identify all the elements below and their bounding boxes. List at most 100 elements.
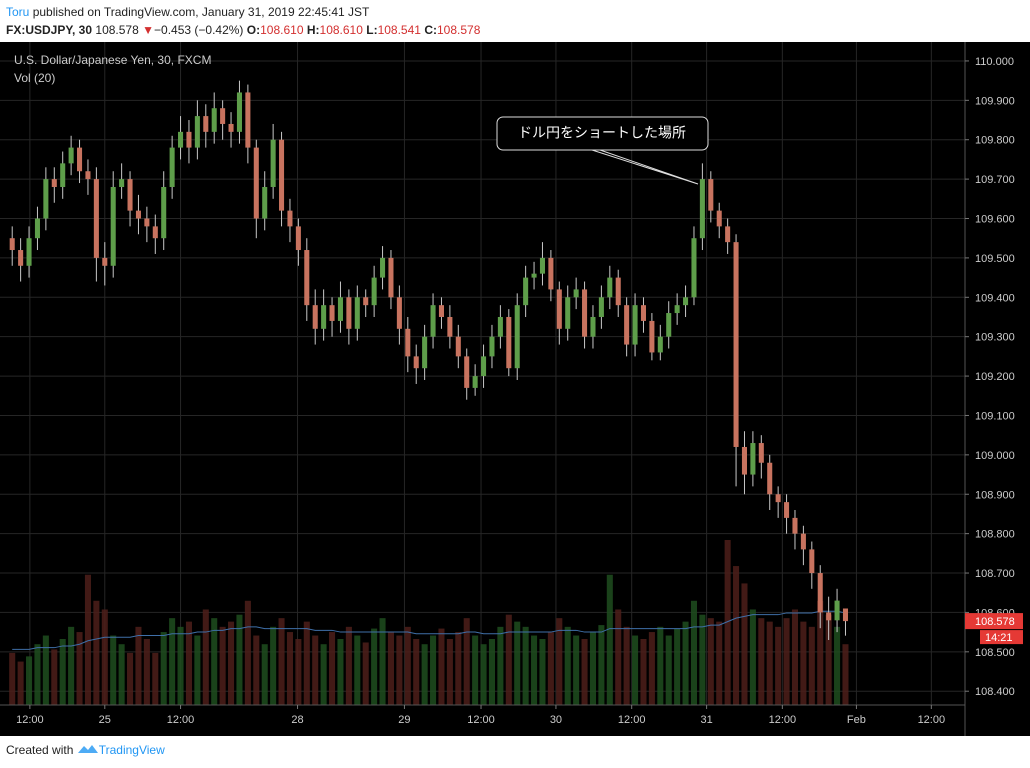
volume-bar bbox=[648, 632, 655, 705]
callout-pointer bbox=[591, 149, 699, 185]
y-tick-label: 108.400 bbox=[975, 686, 1015, 698]
countdown: 14:21 bbox=[985, 632, 1013, 644]
candle-body bbox=[279, 139, 285, 211]
candle-body bbox=[699, 179, 705, 239]
y-tick-label: 109.600 bbox=[975, 214, 1015, 226]
candle-body bbox=[312, 305, 318, 329]
candle-body bbox=[447, 316, 453, 337]
l-label: L: bbox=[366, 23, 378, 37]
volume-bar bbox=[749, 609, 756, 705]
volume-bar bbox=[455, 632, 462, 705]
volume-bar bbox=[42, 635, 49, 705]
countdown-box bbox=[980, 630, 1023, 645]
candle-body bbox=[346, 297, 352, 329]
volume-bar bbox=[758, 618, 765, 705]
x-tick-label: 12:00 bbox=[918, 714, 946, 726]
candle-body bbox=[68, 147, 74, 164]
volume-bar bbox=[623, 626, 630, 705]
volume-bar bbox=[270, 626, 277, 705]
volume-bar bbox=[430, 635, 437, 705]
candle-body bbox=[607, 277, 613, 298]
volume-bar bbox=[606, 574, 613, 705]
volume-bar bbox=[488, 639, 495, 705]
candle-body bbox=[708, 179, 714, 211]
candle-body bbox=[110, 186, 116, 266]
published: published on TradingView.com, January 31… bbox=[32, 5, 370, 19]
volume-bar bbox=[76, 632, 83, 705]
footer: Created with TradingView bbox=[6, 743, 165, 757]
annotation: ドル円をショートした場所 bbox=[518, 125, 686, 141]
candle-body bbox=[262, 186, 268, 219]
volume-bar bbox=[295, 639, 302, 705]
volume-bar bbox=[472, 635, 479, 705]
volume-bar bbox=[244, 600, 251, 705]
callout-box bbox=[496, 116, 709, 151]
symbol: FX:USDJPY, 30 bbox=[6, 23, 93, 37]
candle-body bbox=[396, 297, 402, 329]
volume-bar bbox=[127, 652, 134, 705]
volume-bar bbox=[741, 583, 748, 705]
candle-body bbox=[127, 179, 133, 211]
candle-body bbox=[632, 305, 638, 345]
candle-body bbox=[228, 123, 234, 132]
candle-body bbox=[178, 131, 184, 148]
volume-bar bbox=[446, 639, 453, 705]
o-label: O: bbox=[246, 23, 261, 37]
publish-line: Toru published on TradingView.com, Janua… bbox=[6, 5, 369, 19]
volume-bar bbox=[800, 621, 807, 705]
candle-body bbox=[691, 238, 697, 298]
volume-bar bbox=[253, 635, 260, 705]
volume-bar bbox=[9, 652, 16, 705]
y-tick-label: 108.700 bbox=[975, 568, 1015, 580]
candle-body bbox=[800, 533, 806, 550]
volume-bar bbox=[135, 626, 142, 705]
candle-body bbox=[304, 250, 310, 306]
candle-body bbox=[767, 462, 773, 495]
arrow: ▼ bbox=[142, 23, 155, 37]
volume-bar bbox=[169, 618, 176, 705]
volume-bar bbox=[110, 635, 117, 705]
volume-bar bbox=[421, 644, 428, 705]
candle-body bbox=[194, 116, 200, 148]
candle-body bbox=[287, 210, 293, 227]
volume-bar bbox=[690, 600, 698, 705]
candle-body bbox=[565, 297, 571, 329]
volume-bar bbox=[682, 621, 689, 705]
candle-body bbox=[455, 336, 461, 357]
volume-bar bbox=[665, 635, 672, 705]
candle-body bbox=[85, 171, 91, 180]
volume-bar bbox=[632, 635, 639, 705]
volume-bar bbox=[581, 639, 588, 705]
brand[interactable]: TradingView bbox=[98, 743, 165, 757]
volume-bar bbox=[101, 609, 108, 705]
volume-ma-line bbox=[12, 610, 846, 650]
volume-bar bbox=[564, 626, 571, 705]
h-label: H: bbox=[306, 23, 320, 37]
volume-bar bbox=[337, 639, 344, 705]
volume-bar bbox=[68, 626, 75, 705]
volume-bar bbox=[312, 635, 319, 705]
volume-bar bbox=[34, 644, 41, 705]
volume-bar bbox=[716, 621, 723, 705]
user[interactable]: Toru bbox=[6, 5, 30, 19]
x-tick-label: 29 bbox=[398, 714, 410, 726]
candle-body bbox=[548, 257, 554, 290]
candle-body bbox=[270, 139, 276, 187]
candle-body bbox=[792, 517, 798, 534]
candle-body bbox=[826, 612, 832, 621]
y-tick-label: 109.400 bbox=[975, 292, 1015, 304]
candle-body bbox=[817, 573, 823, 613]
volume-bar bbox=[842, 644, 849, 705]
volume-bar bbox=[497, 626, 504, 705]
chart-title: U.S. Dollar/Japanese Yen, 30, FXCM bbox=[14, 53, 211, 67]
candle-body bbox=[413, 356, 419, 369]
candle-body bbox=[750, 443, 756, 475]
y-tick-label: 109.800 bbox=[975, 135, 1015, 147]
candle-body bbox=[43, 179, 49, 219]
candle-body bbox=[497, 316, 503, 337]
last-price-label: 108.578 bbox=[975, 616, 1015, 628]
volume-bar bbox=[329, 632, 336, 705]
volume-bar bbox=[573, 635, 580, 705]
volume-bar bbox=[143, 639, 150, 705]
volume-bar bbox=[396, 635, 403, 705]
